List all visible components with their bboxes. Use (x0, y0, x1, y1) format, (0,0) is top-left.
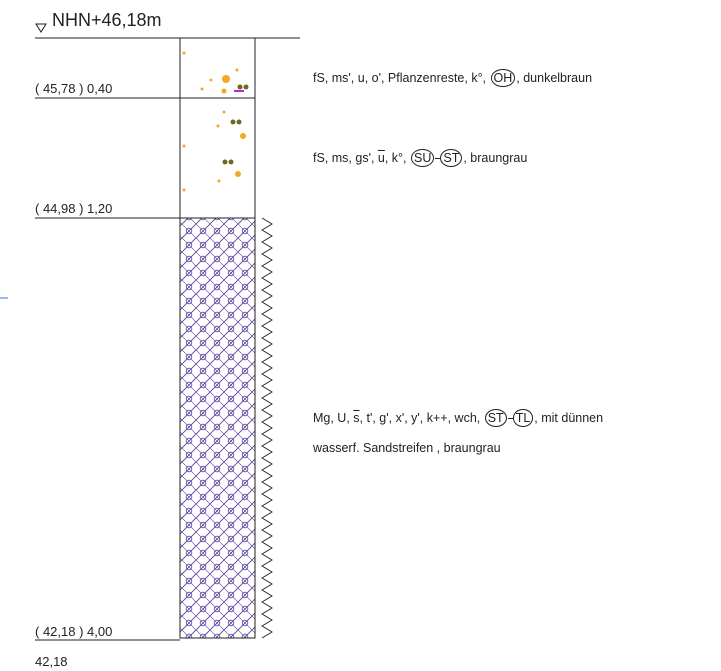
description-text: , k°, (385, 151, 410, 165)
boundary-label: ( 42,18 ) 4,00 (35, 624, 112, 640)
description-text: Mg, U, (313, 411, 353, 425)
lower-column (180, 218, 255, 638)
layer-description: fS, ms, gs', u, k°, SU ST, braungrau (313, 143, 527, 173)
description-text: , t', g', x', y', k++, wch, (360, 411, 484, 425)
header-title: NHN+46,18m (52, 10, 162, 31)
description-text: wasserf. Sandstreifen , braungrau (313, 441, 501, 455)
description-text: u (378, 151, 385, 165)
description-line: fS, ms', u, o', Pflanzenreste, k°, OH, d… (313, 63, 592, 93)
layer-description: fS, ms', u, o', Pflanzenreste, k°, OH, d… (313, 63, 592, 93)
description-text: fS, ms, gs', (313, 151, 378, 165)
zigzag (262, 218, 272, 638)
level-triangle (36, 24, 46, 32)
log-drawing (0, 0, 721, 671)
boundary-label: ( 44,98 ) 1,20 (35, 201, 112, 217)
soil-group: ST (485, 409, 507, 427)
soil-group: SU (411, 149, 434, 167)
boundary-label: ( 45,78 ) 0,40 (35, 81, 112, 97)
description-text: , dunkelbraun (516, 71, 592, 85)
description-line: fS, ms, gs', u, k°, SU ST, braungrau (313, 143, 527, 173)
description-text: , braungrau (463, 151, 527, 165)
description-line: wasserf. Sandstreifen , braungrau (313, 433, 603, 463)
soil-group: ST (440, 149, 462, 167)
description-text: , mit dünnen (534, 411, 603, 425)
soil-group: TL (513, 409, 534, 427)
upper-column (180, 38, 255, 218)
bottom-label: 42,18 (35, 654, 68, 670)
soil-group: OH (491, 69, 516, 87)
description-text: fS, ms', u, o', Pflanzenreste, k°, (313, 71, 490, 85)
borehole-log: NHN+46,18m ( 45,78 ) 0,40 fS, ms', u, o',… (0, 0, 721, 671)
